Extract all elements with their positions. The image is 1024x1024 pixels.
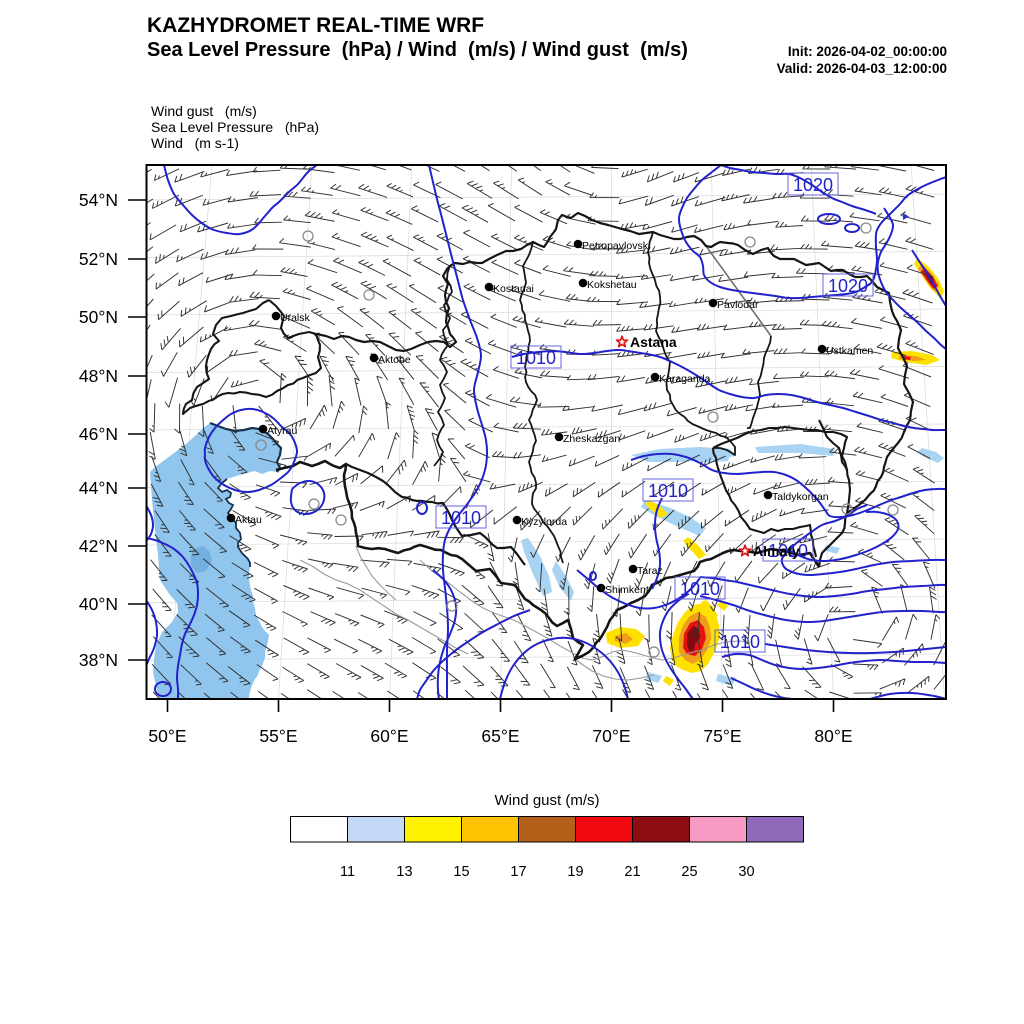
svg-text:65°E: 65°E <box>481 726 519 746</box>
svg-text:1010: 1010 <box>720 632 760 652</box>
svg-text:Zheskazgan: Zheskazgan <box>563 433 620 445</box>
svg-text:19: 19 <box>567 864 583 880</box>
svg-text:Wind (m s-1): Wind (m s-1) <box>151 135 239 151</box>
svg-text:Karaganda: Karaganda <box>659 373 711 385</box>
svg-text:Taraz: Taraz <box>637 565 663 577</box>
svg-text:1010: 1010 <box>516 348 556 368</box>
svg-text:75°E: 75°E <box>703 726 741 746</box>
svg-text:50°N: 50°N <box>79 307 118 327</box>
svg-text:Sea Level Pressure (hPa): Sea Level Pressure (hPa) <box>151 119 319 135</box>
svg-text:11: 11 <box>340 864 355 880</box>
svg-text:Taldykorgan: Taldykorgan <box>772 491 829 503</box>
svg-text:Kyzylorda: Kyzylorda <box>521 516 567 528</box>
svg-text:1020: 1020 <box>828 276 868 296</box>
svg-text:1020: 1020 <box>793 175 833 195</box>
svg-text:Petropavlovsk: Petropavlovsk <box>582 240 649 252</box>
svg-text:13: 13 <box>396 864 412 880</box>
svg-text:1010: 1010 <box>441 508 481 528</box>
svg-text:1010: 1010 <box>648 481 688 501</box>
svg-text:25: 25 <box>681 864 697 880</box>
svg-text:Uralsk: Uralsk <box>280 312 311 324</box>
svg-text:44°N: 44°N <box>79 478 118 498</box>
svg-text:46°N: 46°N <box>79 424 118 444</box>
svg-text:Valid: 2026-04-03_12:00:00: Valid: 2026-04-03_12:00:00 <box>777 61 947 76</box>
svg-text:80°E: 80°E <box>814 726 852 746</box>
svg-text:40°N: 40°N <box>79 594 118 614</box>
svg-text:42°N: 42°N <box>79 536 118 556</box>
svg-text:Atyrau: Atyrau <box>267 425 298 437</box>
svg-text:KAZHYDROMET REAL-TIME WRF: KAZHYDROMET REAL-TIME WRF <box>147 14 484 37</box>
svg-text:30: 30 <box>738 864 754 880</box>
svg-text:17: 17 <box>510 864 526 880</box>
svg-text:38°N: 38°N <box>79 650 118 670</box>
svg-text:Kokshetau: Kokshetau <box>587 279 637 291</box>
svg-text:Aktau: Aktau <box>235 514 262 526</box>
svg-text:1010: 1010 <box>680 579 720 599</box>
svg-text:21: 21 <box>624 864 640 880</box>
svg-text:52°N: 52°N <box>79 249 118 269</box>
svg-text:15: 15 <box>453 864 469 880</box>
svg-text:Shimkent: Shimkent <box>605 584 649 596</box>
svg-text:Init: 2026-04-02_00:00:00: Init: 2026-04-02_00:00:00 <box>788 44 947 59</box>
svg-text:Wind gust (m/s): Wind gust (m/s) <box>494 792 599 809</box>
svg-text:Almaty: Almaty <box>753 543 800 559</box>
svg-text:Sea Level Pressure (hPa) / Wi: Sea Level Pressure (hPa) / Wind (m/s) / … <box>147 39 688 61</box>
svg-text:Ustkamen: Ustkamen <box>826 345 873 357</box>
svg-text:70°E: 70°E <box>592 726 630 746</box>
svg-text:Astana: Astana <box>630 334 677 350</box>
svg-text:48°N: 48°N <box>79 366 118 386</box>
svg-text:Pavlodar: Pavlodar <box>717 299 759 311</box>
svg-text:1010: 1010 <box>768 541 808 561</box>
svg-text:60°E: 60°E <box>370 726 408 746</box>
svg-text:Kostanai: Kostanai <box>493 283 534 295</box>
svg-text:55°E: 55°E <box>259 726 297 746</box>
svg-text:Aktobe: Aktobe <box>378 354 411 366</box>
svg-text:50°E: 50°E <box>148 726 186 746</box>
svg-text:Wind gust (m/s): Wind gust (m/s) <box>151 103 257 119</box>
svg-text:54°N: 54°N <box>79 190 118 210</box>
